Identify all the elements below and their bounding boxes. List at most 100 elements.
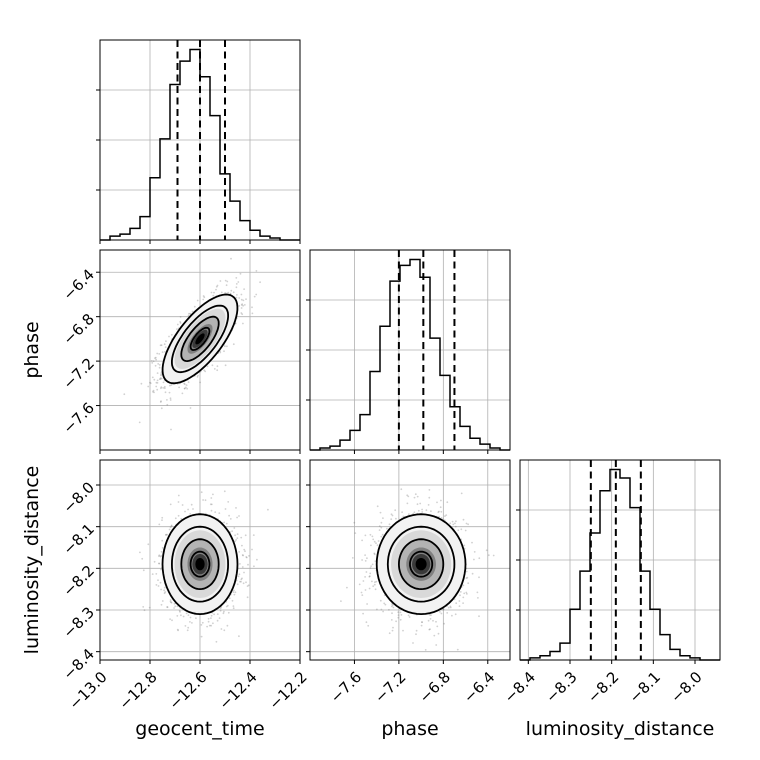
sample-point [189,616,192,619]
x-tick-label: −8.3 [542,668,580,706]
sample-point [156,352,159,355]
sample-point [202,295,205,297]
sample-point [427,619,430,622]
sample-point [465,577,468,579]
sample-point [160,387,162,390]
sample-point [436,501,438,504]
sample-point [184,625,187,627]
sample-point [216,284,219,287]
sample-point [162,381,165,384]
sample-point [166,606,169,609]
sample-point [247,563,249,566]
sample-point [235,286,238,289]
sample-point [370,544,372,547]
sample-point [351,557,354,559]
sample-point [220,628,223,630]
sample-point [169,526,172,529]
sample-point [201,621,204,624]
sample-point [179,320,182,323]
sample-point [373,540,376,543]
sample-point [161,351,164,353]
sample-point [222,612,225,615]
sample-point [154,364,157,367]
density-level-5 [195,333,205,345]
sample-point [152,360,155,363]
sample-point [159,344,162,347]
sample-point [173,607,176,609]
sample-point [141,557,144,560]
y-axis-label-luminosity_distance: luminosity_distance [21,466,43,655]
sample-point [224,292,227,294]
sample-point [213,368,216,370]
sample-point [346,586,348,589]
sample-point [361,594,364,596]
sample-point [160,386,163,389]
sample-point [433,634,436,637]
sample-point [245,298,247,300]
sample-point [492,554,495,557]
sample-point [373,553,376,556]
sample-point [462,602,464,604]
sample-point [460,528,463,531]
sample-point [370,565,372,567]
sample-point [160,372,163,374]
sample-point [154,357,156,360]
sample-point [237,575,240,578]
sample-point [243,288,246,290]
joint-content [100,460,300,660]
sample-point [151,376,154,379]
sample-point [212,294,215,297]
sample-point [220,291,223,294]
sample-point [225,522,228,525]
sample-point [248,555,250,557]
sample-point [392,606,395,609]
sample-point [226,604,229,607]
sample-point [164,591,167,593]
sample-point [153,378,156,381]
sample-point [455,520,457,523]
sample-point [189,621,191,623]
sample-point [241,544,243,547]
sample-point [238,573,241,576]
sample-point [369,572,372,575]
sample-point [159,377,162,379]
sample-point [364,560,367,562]
sample-point [163,343,166,346]
sample-point [439,506,442,509]
sample-point [165,533,168,536]
sample-point [200,635,203,638]
sample-point [376,544,379,547]
sample-point [235,277,238,279]
x-tick-label: −8.2 [584,668,622,706]
marginal-panel-geocent_time [96,39,301,244]
sample-point [386,527,388,530]
sample-point [155,385,158,388]
sample-point [424,649,427,651]
sample-point [251,306,253,309]
sample-point [224,508,227,510]
sample-point [158,523,161,526]
sample-point [232,591,235,593]
sample-point [184,510,186,513]
sample-point [148,606,151,609]
sample-point [380,521,383,524]
sample-point [149,381,151,384]
sample-point [375,542,377,545]
sample-point [219,607,222,610]
y-tick-label: −8.1 [60,520,98,558]
sample-point [425,509,428,512]
histogram-geocent_time [100,48,300,241]
sample-point [159,581,162,584]
sample-point [408,513,410,516]
sample-point [462,518,465,521]
sample-point [215,285,218,288]
sample-point [227,501,230,503]
sample-point [164,391,167,394]
sample-point [174,517,177,520]
sample-point [242,304,245,307]
sample-point [224,364,227,367]
joint-panel-geocent_time-luminosity_distance [96,459,301,664]
sample-point [366,557,368,560]
sample-point [240,580,242,583]
sample-point [232,343,235,346]
